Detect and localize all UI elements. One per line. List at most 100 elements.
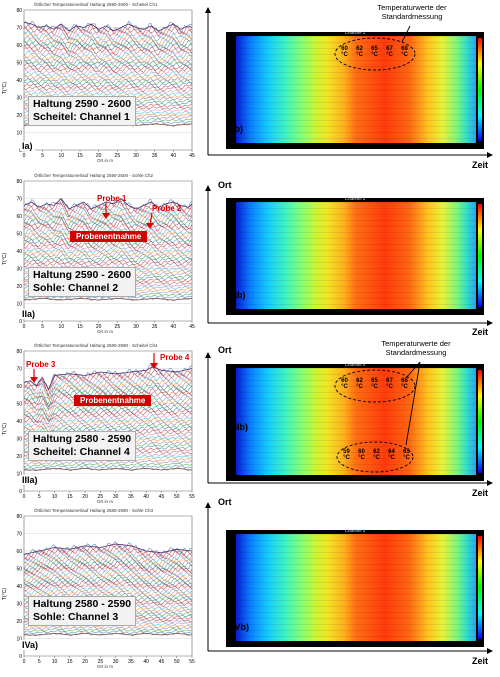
x-tick-label: 25 bbox=[115, 153, 121, 159]
x-tick-label: 20 bbox=[96, 324, 102, 330]
zeit-label: Zeit bbox=[472, 488, 489, 498]
x-tick-label: 25 bbox=[115, 324, 121, 330]
haltung-label: Haltung 2590 - 2600 bbox=[33, 98, 132, 110]
x-tick-label: 15 bbox=[77, 153, 83, 159]
channel-label: Sohle: Channel 2 bbox=[33, 282, 119, 294]
temperature-curve bbox=[23, 574, 193, 586]
standardmessung-annotation: Temperaturwerte der Standardmessung bbox=[360, 3, 464, 21]
temperature-curve bbox=[23, 408, 193, 423]
temperature-curve bbox=[23, 220, 193, 234]
temperature-curve bbox=[23, 70, 193, 79]
y-axis-label: T(°C) bbox=[2, 82, 8, 94]
temperature-curve bbox=[23, 44, 193, 56]
annotation-line-2: Standardmessung bbox=[385, 348, 447, 357]
temperature-curve bbox=[23, 262, 193, 271]
y-tick-label: 10 bbox=[16, 636, 22, 642]
heatmap-label: Ib) bbox=[232, 124, 243, 134]
zeit-label: Zeit bbox=[472, 656, 489, 666]
x-tick-label: 55 bbox=[189, 659, 195, 665]
probenentnahme-label: Probenentnahme bbox=[70, 231, 148, 242]
upper-envelope-line bbox=[23, 21, 193, 32]
temperature-curve bbox=[23, 75, 193, 84]
panel-label: IVa) bbox=[20, 640, 41, 650]
temperature-curve bbox=[23, 43, 193, 55]
line-chart-IIIa: 807060504030201000510152025303540455055 … bbox=[2, 343, 199, 507]
y-tick-label: 50 bbox=[16, 566, 22, 572]
temperature-curve bbox=[23, 560, 193, 575]
temperature-curve bbox=[23, 378, 193, 400]
temperature-curve bbox=[23, 375, 193, 396]
x-axis-label: Ort in m bbox=[97, 499, 114, 504]
x-tick-label: 50 bbox=[174, 494, 180, 500]
upper-envelope-line bbox=[23, 543, 193, 555]
y-tick-label: 30 bbox=[16, 95, 22, 101]
temperature-curve bbox=[23, 588, 193, 598]
y-tick-label: 30 bbox=[16, 436, 22, 442]
lower-baseline-line bbox=[24, 632, 193, 636]
y-tick-label: 60 bbox=[16, 549, 22, 555]
y-tick-label: 60 bbox=[16, 384, 22, 390]
y-tick-label: 40 bbox=[16, 78, 22, 84]
temperature-curve bbox=[23, 571, 193, 584]
panel-label: Ia) bbox=[20, 141, 35, 151]
channel-label: Scheitel: Channel 4 bbox=[33, 446, 130, 458]
y-tick-label: 30 bbox=[16, 266, 22, 272]
x-tick-label: 10 bbox=[52, 494, 58, 500]
y-tick-label: 80 bbox=[16, 349, 22, 355]
y-tick-label: 60 bbox=[16, 43, 22, 49]
color-scale bbox=[478, 536, 482, 639]
x-tick-label: 50 bbox=[174, 659, 180, 665]
chart-title: Örtlicher Temperaturverlauf Haltung 2580… bbox=[34, 508, 153, 513]
temperature-curve bbox=[23, 32, 193, 46]
chart-title: Örtlicher Temperaturverlauf Haltung 2590… bbox=[34, 2, 158, 7]
temperature-curve bbox=[23, 568, 193, 581]
ort-label: Ort bbox=[218, 497, 232, 507]
chart-plot-IIIa: 80 70 60 50 40 30 20 10 00 5 10 15 20 25 30 35 40 45 50 55 bbox=[16, 349, 195, 500]
standard-value: 67 °C bbox=[386, 378, 393, 390]
probe-1-label: Probe 1 bbox=[97, 194, 127, 203]
heatmap-title: Channel 2 bbox=[344, 196, 366, 201]
y-tick-label: 70 bbox=[16, 531, 22, 537]
x-tick-label: 35 bbox=[128, 494, 134, 500]
haltung-box: Haltung 2590 - 2600 Scheitel: Channel 1 bbox=[28, 96, 137, 126]
x-tick-label: 45 bbox=[159, 494, 165, 500]
temperature-curve bbox=[23, 260, 193, 268]
y-tick-label: 0 bbox=[19, 654, 22, 660]
temperature-curve bbox=[23, 248, 193, 258]
lower-baseline-line bbox=[23, 297, 193, 301]
haltung-label: Haltung 2580 - 2590 bbox=[33, 433, 132, 445]
x-tick-label: 30 bbox=[113, 494, 119, 500]
time-axes bbox=[205, 7, 493, 654]
temperature-curve bbox=[23, 364, 193, 390]
x-tick-label: 40 bbox=[143, 659, 149, 665]
probe-3-label: Probe 3 bbox=[26, 360, 56, 369]
x-tick-label: 30 bbox=[133, 153, 139, 159]
temperature-curve bbox=[23, 214, 193, 226]
temperature-curve bbox=[23, 78, 193, 85]
standard-value: 60 °C bbox=[341, 378, 348, 390]
temperature-curve bbox=[23, 464, 193, 470]
temperature-curve bbox=[23, 373, 193, 395]
y-tick-label: 0 bbox=[19, 319, 22, 325]
temperature-curve bbox=[23, 550, 193, 564]
x-tick-label: 0 bbox=[23, 153, 26, 159]
x-tick-label: 35 bbox=[152, 324, 158, 330]
ort-label: Ort bbox=[218, 345, 232, 355]
y-tick-label: 40 bbox=[16, 249, 22, 255]
temperature-curve bbox=[23, 83, 193, 90]
temperature-curve bbox=[23, 630, 193, 635]
x-tick-label: 45 bbox=[159, 659, 165, 665]
temperature-curve bbox=[23, 459, 193, 465]
standard-value: 65 °C bbox=[371, 46, 378, 58]
x-tick-label: 5 bbox=[38, 494, 41, 500]
y-tick-label: 80 bbox=[16, 179, 22, 185]
temperature-curve bbox=[23, 381, 193, 405]
standard-value: 68 °C bbox=[401, 46, 408, 58]
temperature-curve bbox=[23, 412, 193, 428]
probe-2-label: Probe 2 bbox=[152, 204, 182, 213]
temperature-curve bbox=[23, 56, 193, 65]
x-tick-label: 15 bbox=[67, 494, 73, 500]
standardmessung-annotation: Temperaturwerte der Standardmessung bbox=[364, 339, 468, 357]
temperature-curve bbox=[23, 73, 193, 82]
